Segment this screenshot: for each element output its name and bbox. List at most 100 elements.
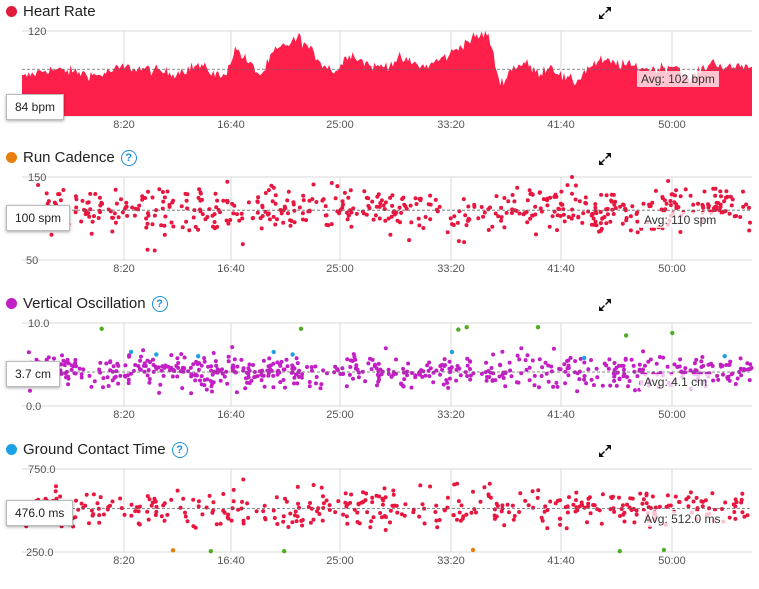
- data-point: [141, 348, 146, 353]
- data-point: [136, 509, 141, 514]
- data-point: [533, 204, 538, 209]
- x-tick-label: 8:20: [113, 555, 134, 567]
- data-point: [678, 194, 683, 199]
- data-point: [288, 218, 293, 223]
- x-tick-label: 16:40: [217, 119, 245, 131]
- x-tick-label: 50:00: [658, 409, 686, 421]
- data-point: [273, 193, 278, 198]
- expand-icon[interactable]: [598, 298, 612, 312]
- help-icon[interactable]: ?: [151, 295, 168, 312]
- data-point: [400, 197, 405, 201]
- data-point: [247, 362, 252, 367]
- data-point: [484, 360, 489, 365]
- data-point: [497, 374, 502, 379]
- outlier-point: [298, 326, 304, 331]
- data-point: [617, 495, 621, 500]
- data-point: [267, 356, 272, 361]
- data-point: [433, 510, 438, 514]
- x-tick-label: 8:20: [113, 119, 134, 131]
- data-point: [244, 376, 248, 381]
- data-point: [621, 374, 626, 379]
- data-point: [747, 378, 752, 383]
- data-point: [386, 216, 391, 221]
- panel-title-text: Vertical Oscillation: [23, 295, 146, 312]
- data-point: [502, 196, 507, 200]
- data-point: [693, 368, 698, 373]
- data-point: [308, 520, 313, 525]
- data-point: [116, 381, 121, 386]
- data-point: [377, 216, 382, 221]
- data-point: [479, 371, 484, 376]
- data-point: [418, 483, 423, 488]
- data-point: [440, 367, 444, 372]
- data-point: [344, 504, 349, 509]
- data-point: [571, 502, 576, 507]
- expand-icon[interactable]: [598, 152, 612, 166]
- data-point: [314, 381, 318, 386]
- help-icon[interactable]: ?: [120, 149, 137, 166]
- data-point: [564, 526, 569, 531]
- data-point: [101, 376, 106, 381]
- data-point: [147, 497, 152, 502]
- x-tick-label: 50:00: [658, 263, 686, 275]
- data-point: [200, 512, 205, 517]
- data-point: [565, 504, 570, 509]
- data-point: [309, 506, 314, 511]
- data-point: [196, 227, 201, 232]
- data-point: [506, 199, 511, 204]
- help-icon[interactable]: ?: [171, 441, 188, 458]
- data-point: [467, 359, 472, 364]
- data-point: [560, 202, 565, 207]
- data-point: [231, 487, 236, 492]
- data-point: [456, 499, 461, 504]
- data-point: [321, 501, 326, 506]
- data-point: [530, 213, 535, 218]
- data-point: [646, 505, 651, 510]
- data-point: [309, 365, 314, 370]
- data-point: [472, 202, 477, 207]
- data-point: [304, 218, 309, 223]
- data-point: [283, 496, 287, 501]
- data-point: [612, 378, 617, 383]
- data-point: [162, 518, 167, 523]
- data-point: [380, 502, 385, 507]
- outlier-point: [282, 549, 287, 554]
- data-point: [604, 363, 609, 368]
- data-point: [231, 499, 236, 504]
- data-point: [576, 215, 581, 220]
- data-point: [428, 484, 433, 489]
- data-point: [98, 210, 102, 215]
- data-point: [546, 379, 551, 384]
- data-point: [153, 513, 158, 517]
- outlier-point: [99, 326, 104, 331]
- data-point: [301, 217, 305, 222]
- data-point: [574, 498, 578, 503]
- data-point: [729, 203, 734, 208]
- data-point: [111, 364, 116, 369]
- data-point: [347, 372, 352, 377]
- chart-1[interactable]: 150 50 8:20 16:40 25:00 33:20 41:40 50:00: [0, 167, 759, 297]
- x-tick-label: 41:40: [547, 119, 575, 131]
- data-point: [162, 195, 167, 200]
- data-point: [369, 519, 374, 524]
- data-point: [669, 192, 674, 197]
- data-point: [445, 230, 450, 235]
- data-point: [747, 205, 751, 210]
- data-point: [150, 195, 155, 200]
- expand-icon[interactable]: [598, 6, 612, 20]
- data-point: [699, 365, 704, 369]
- expand-icon[interactable]: [598, 444, 612, 458]
- data-point: [138, 358, 143, 363]
- data-point: [676, 205, 681, 210]
- data-point: [110, 499, 115, 504]
- data-point: [428, 193, 433, 198]
- data-point: [241, 366, 246, 371]
- data-point: [561, 212, 566, 217]
- data-point: [240, 242, 245, 247]
- data-point: [279, 359, 284, 364]
- data-point: [157, 187, 162, 192]
- data-point: [457, 510, 462, 515]
- data-point: [344, 384, 349, 389]
- data-point: [91, 512, 96, 517]
